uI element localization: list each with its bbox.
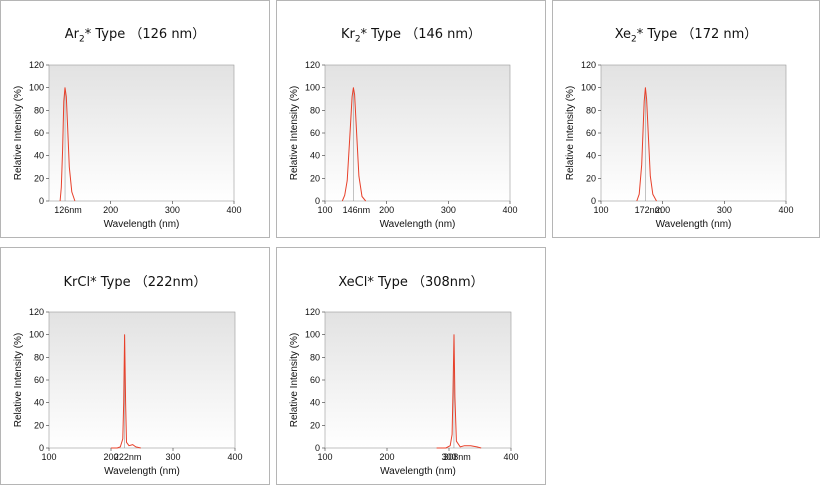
- x-tick-label: 200: [379, 205, 394, 215]
- y-tick-label: 20: [310, 420, 320, 430]
- x-tick-label: 400: [778, 205, 793, 215]
- y-tick-label: 60: [34, 128, 44, 138]
- y-tick-label: 80: [34, 105, 44, 115]
- plot-area: [324, 64, 511, 202]
- y-tick-label: 120: [29, 307, 44, 317]
- x-tick-label: 100: [317, 452, 332, 462]
- chart-title: Ar2* Type （126 nm）: [64, 27, 206, 45]
- y-tick-label: 0: [315, 443, 320, 453]
- spectrum-line: [111, 334, 141, 449]
- x-tick-label: 200: [655, 205, 670, 215]
- y-tick-label: 0: [315, 196, 320, 206]
- y-tick-label: 80: [34, 352, 44, 362]
- peak-label: 172nm: [635, 205, 663, 215]
- x-axis-label: Wavelength (nm): [380, 466, 456, 477]
- spectrum-chart-svg: 0 20 40 60 80 100 120 100 200 300 400 146nm Waveleng…: [289, 60, 518, 230]
- spectrum-chart-svg: 0 20 40 60 80 100 120 100 200 300 400 222nm Waveleng…: [13, 307, 243, 477]
- y-tick-label: 120: [305, 307, 320, 317]
- chart-panel-xe2: Xe2* Type （172 nm） 0 20 40 60 80 100 120 100 200…: [552, 0, 820, 238]
- y-tick-label: 60: [310, 128, 320, 138]
- plot-area: [600, 64, 787, 202]
- chart-title: KrCl* Type （222nm）: [63, 275, 207, 290]
- chart-panel-krcl: KrCl* Type （222nm） 0 20 40 60 80 100 120 100 200…: [0, 247, 270, 485]
- spectrum-chart-svg: 0 20 40 60 80 100 120 200 300 400 126nm Wavelength …: [13, 60, 242, 230]
- y-tick-label: 120: [305, 60, 320, 70]
- y-tick-label: 40: [586, 151, 596, 161]
- y-tick-label: 40: [34, 398, 44, 408]
- chart-panel-kr2: Kr2* Type （146 nm） 0 20 40 60 80 100 120 100 200…: [276, 0, 546, 238]
- peak-label: 126nm: [54, 205, 82, 215]
- peak-label: 308nm: [443, 452, 471, 462]
- y-tick-label: 0: [39, 443, 44, 453]
- y-tick-label: 20: [586, 173, 596, 183]
- y-tick-label: 60: [586, 128, 596, 138]
- y-tick-label: 100: [29, 83, 44, 93]
- x-tick-label: 300: [717, 205, 732, 215]
- y-tick-label: 20: [34, 420, 44, 430]
- plot-area: [48, 64, 235, 202]
- plot-area: [324, 311, 512, 449]
- y-tick-label: 40: [310, 398, 320, 408]
- plot-area: [48, 311, 236, 449]
- y-tick-label: 80: [310, 352, 320, 362]
- x-tick-label: 200: [379, 452, 394, 462]
- y-tick-label: 100: [29, 330, 44, 340]
- y-tick-label: 20: [310, 173, 320, 183]
- x-tick-label: 200: [103, 205, 118, 215]
- x-tick-label: 400: [503, 452, 518, 462]
- x-axis-label: Wavelength (nm): [380, 219, 456, 230]
- chart-title: Xe2* Type （172 nm）: [614, 27, 758, 45]
- x-tick-label: 300: [441, 452, 456, 462]
- chart-title: Kr2* Type （146 nm）: [340, 27, 482, 45]
- y-tick-label: 60: [310, 375, 320, 385]
- spectrum-line: [636, 87, 657, 202]
- spectrum-line: [341, 87, 367, 202]
- spectrum-chart-svg: 0 20 40 60 80 100 120 100 200 300 400 308nm Waveleng…: [289, 307, 519, 477]
- x-axis-label: Wavelength (nm): [104, 466, 180, 477]
- x-axis-label: Wavelength (nm): [656, 219, 732, 230]
- y-tick-label: 60: [34, 375, 44, 385]
- y-tick-label: 80: [586, 105, 596, 115]
- x-tick-label: 300: [165, 205, 180, 215]
- x-tick-label: 400: [227, 452, 242, 462]
- chart-panel-ar2: Ar2* Type （126 nm） 0 20 40 60 80 100 120 200 300…: [0, 0, 270, 238]
- spectrum-chart-svg: 0 20 40 60 80 100 120 100 200 300 400 172nm Waveleng…: [565, 60, 794, 230]
- x-tick-label: 300: [165, 452, 180, 462]
- y-tick-label: 120: [581, 60, 596, 70]
- spectrum-line: [436, 334, 482, 449]
- peak-label: 222nm: [114, 452, 142, 462]
- y-axis-label: Relative Intensity (%): [13, 86, 24, 180]
- x-tick-label: 400: [226, 205, 241, 215]
- chart-title: XeCl* Type （308nm）: [338, 275, 484, 290]
- y-axis-label: Relative Intensity (%): [289, 333, 300, 427]
- y-axis-label: Relative Intensity (%): [13, 333, 24, 427]
- y-tick-label: 20: [34, 173, 44, 183]
- spectrum-line: [59, 87, 76, 202]
- x-axis-label: Wavelength (nm): [104, 219, 180, 230]
- y-tick-label: 40: [310, 151, 320, 161]
- y-axis-label: Relative Intensity (%): [289, 86, 300, 180]
- x-tick-label: 300: [441, 205, 456, 215]
- y-tick-label: 100: [305, 330, 320, 340]
- x-tick-label: 200: [103, 452, 118, 462]
- y-tick-label: 0: [39, 196, 44, 206]
- x-tick-label: 400: [502, 205, 517, 215]
- y-tick-label: 80: [310, 105, 320, 115]
- y-tick-label: 0: [591, 196, 596, 206]
- peak-label: 146nm: [343, 205, 371, 215]
- y-tick-label: 100: [305, 83, 320, 93]
- chart-panel-xecl: XeCl* Type （308nm） 0 20 40 60 80 100 120 100 200…: [276, 247, 546, 485]
- y-tick-label: 40: [34, 151, 44, 161]
- y-tick-label: 100: [581, 83, 596, 93]
- x-tick-label: 100: [41, 452, 56, 462]
- y-tick-label: 120: [29, 60, 44, 70]
- x-tick-label: 100: [317, 205, 332, 215]
- x-tick-label: 100: [593, 205, 608, 215]
- y-axis-label: Relative Intensity (%): [565, 86, 576, 180]
